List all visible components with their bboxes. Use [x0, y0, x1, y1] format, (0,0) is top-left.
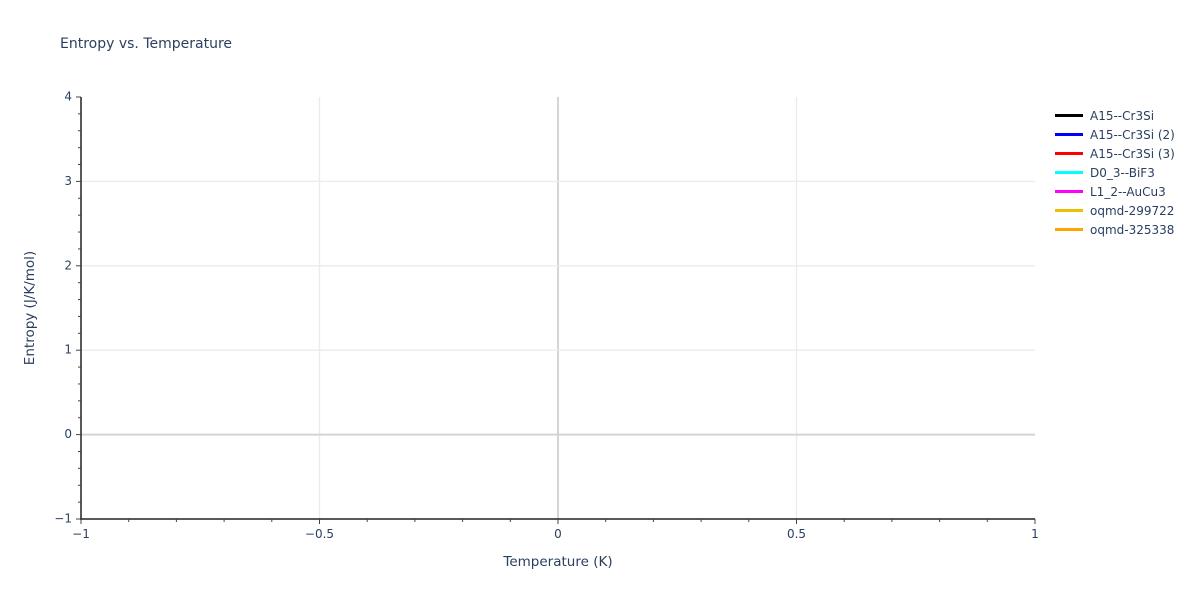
x-tick-label: −0.5 [305, 527, 334, 541]
y-tick-label: 1 [64, 343, 72, 357]
y-tick-label: 3 [64, 174, 72, 188]
legend-item[interactable]: D0_3--BiF3 [1055, 163, 1175, 182]
y-tick-label: −1 [54, 512, 72, 526]
legend-line-swatch [1055, 133, 1083, 136]
legend-item[interactable]: oqmd-325338 [1055, 220, 1175, 239]
x-axis-title: Temperature (K) [503, 554, 613, 570]
legend-item[interactable]: A15--Cr3Si [1055, 106, 1175, 125]
legend: A15--Cr3Si A15--Cr3Si (2) A15--Cr3Si (3) D0… [1055, 106, 1175, 239]
y-tick-label: 0 [64, 427, 72, 441]
x-tick-label: 0 [554, 527, 562, 541]
legend-item-label: L1_2--AuCu3 [1090, 184, 1166, 199]
legend-item-label: A15--Cr3Si (3) [1090, 146, 1175, 161]
y-tick-label: 4 [64, 90, 72, 104]
chart-title: Entropy vs. Temperature [60, 36, 233, 52]
x-tick-label: 0.5 [787, 527, 806, 541]
legend-line-swatch [1055, 209, 1083, 212]
legend-item-label: A15--Cr3Si (2) [1090, 127, 1175, 142]
legend-item[interactable]: A15--Cr3Si (3) [1055, 144, 1175, 163]
x-tick-label: 1 [1031, 527, 1039, 541]
legend-item[interactable]: A15--Cr3Si (2) [1055, 125, 1175, 144]
y-tick-label: 2 [64, 258, 72, 272]
legend-item-label: A15--Cr3Si [1090, 108, 1155, 123]
legend-item[interactable]: L1_2--AuCu3 [1055, 182, 1175, 201]
legend-line-swatch [1055, 152, 1083, 155]
legend-line-swatch [1055, 114, 1083, 117]
x-tick-label: −1 [72, 527, 90, 541]
legend-item-label: oqmd-299722 [1090, 203, 1175, 218]
legend-line-swatch [1055, 171, 1083, 174]
legend-item-label: D0_3--BiF3 [1090, 165, 1155, 180]
legend-item[interactable]: oqmd-299722 [1055, 201, 1175, 220]
legend-line-swatch [1055, 190, 1083, 193]
legend-line-swatch [1055, 228, 1083, 231]
y-axis-title: Entropy (J/K/mol) [22, 250, 38, 366]
legend-item-label: oqmd-325338 [1090, 222, 1175, 237]
